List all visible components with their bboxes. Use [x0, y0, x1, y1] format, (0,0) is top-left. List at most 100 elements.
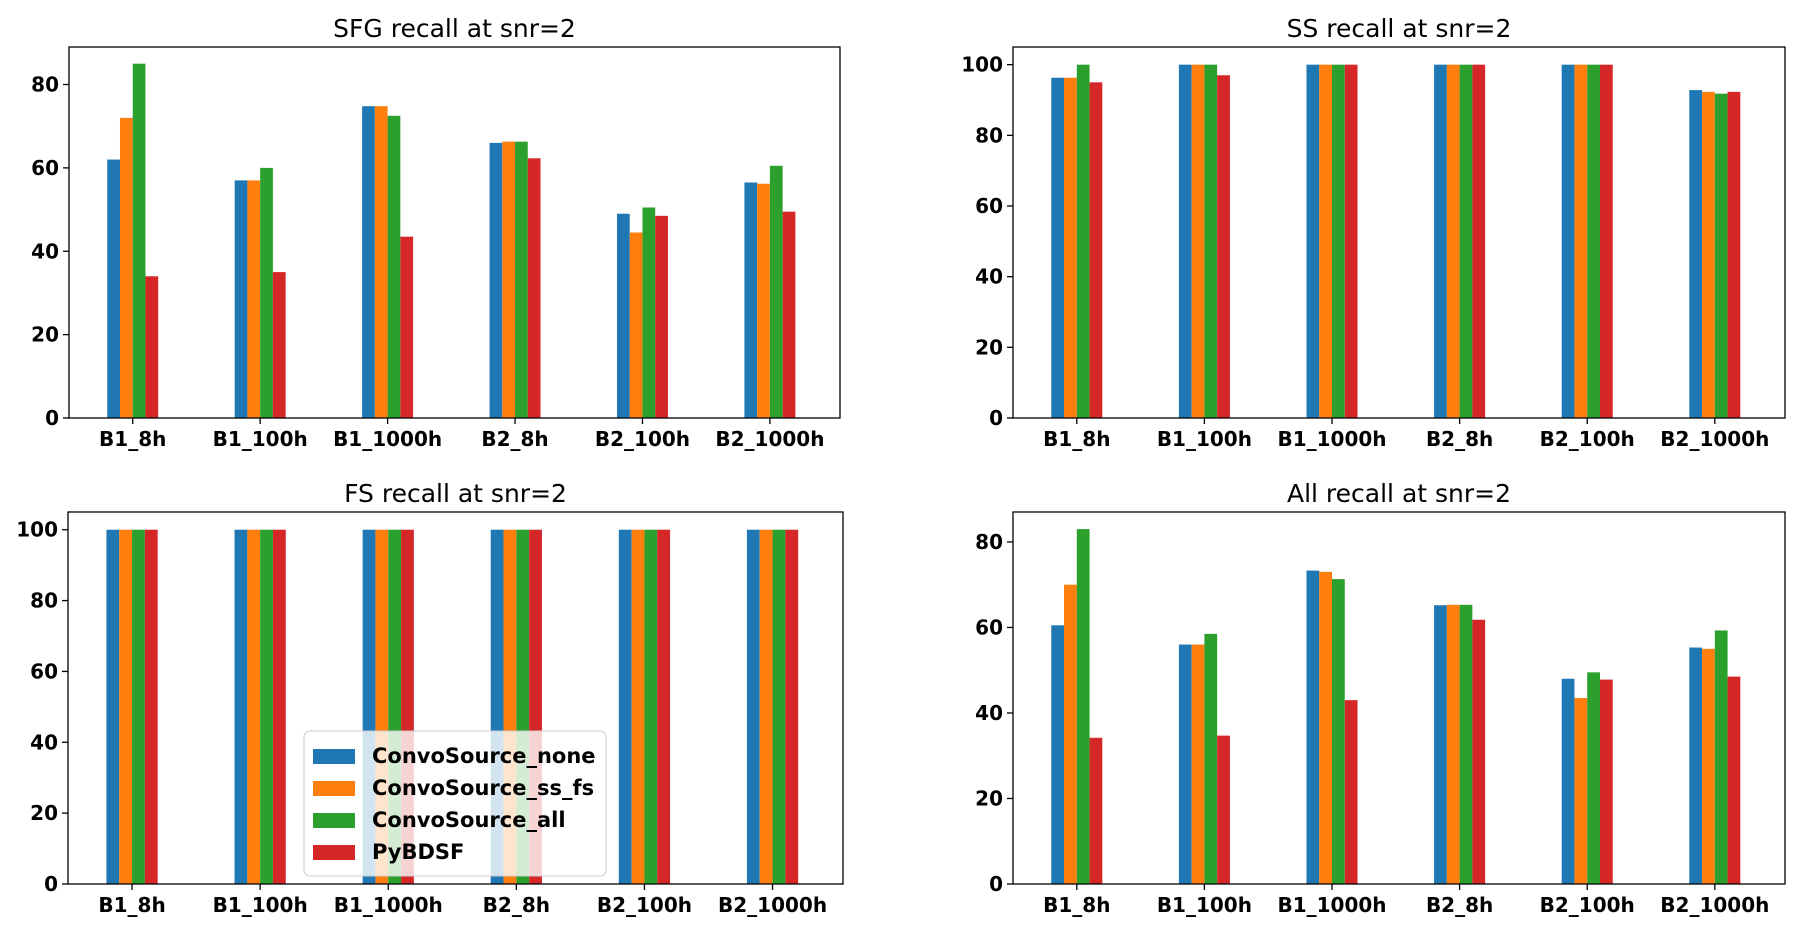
- bar-PyBDSF-B1_1000h: [1344, 700, 1358, 884]
- bar-ConvoSource_all-B2_100h: [644, 529, 658, 884]
- bar-ConvoSource_none-B2_1000h: [1689, 647, 1703, 884]
- bar-ConvoSource_all-B2_1000h: [769, 165, 783, 418]
- x-tick-label: B1_8h: [98, 893, 165, 917]
- bar-ConvoSource_none-B2_8h: [1434, 605, 1447, 884]
- bar-ConvoSource_none-B2_1000h: [744, 182, 758, 418]
- y-tick-label: 20: [975, 786, 1003, 810]
- bar-ConvoSource_all-B1_100h: [260, 167, 273, 418]
- bar-ConvoSource_none-B1_8h: [107, 159, 120, 419]
- legend-label-ConvoSource_all: ConvoSource_all: [372, 808, 566, 832]
- bar-PyBDSF-B2_1000h: [782, 211, 796, 418]
- bar-ConvoSource_ss_fs-B2_8h: [502, 141, 516, 418]
- bar-ConvoSource_ss_fs-B1_8h: [119, 529, 133, 884]
- x-tick-label: B1_100h: [213, 427, 308, 451]
- y-tick-label: 40: [975, 265, 1003, 289]
- bar-ConvoSource_ss_fs-B2_100h: [1574, 64, 1588, 419]
- bar-ConvoSource_all-B2_100h: [1587, 64, 1600, 419]
- bar-PyBDSF-B2_100h: [1599, 64, 1613, 419]
- y-tick-label: 60: [31, 156, 59, 180]
- bar-ConvoSource_none-B2_8h: [1434, 64, 1447, 419]
- bar-PyBDSF-B1_8h: [144, 529, 158, 884]
- chart-title: FS recall at snr=2: [344, 479, 567, 508]
- y-tick-label: 40: [975, 701, 1003, 725]
- bar-ConvoSource_ss_fs-B2_100h: [631, 529, 645, 884]
- chart-title: SS recall at snr=2: [1287, 14, 1512, 43]
- bar-ConvoSource_ss_fs-B2_8h: [1446, 604, 1460, 884]
- y-tick-label: 80: [975, 530, 1003, 554]
- legend-box: [303, 730, 607, 877]
- chart-panel-1: 0 20 40 60 80 B1_8h B1_100h B1_1000h B2_8h B2_100…: [31, 14, 841, 451]
- chart-panel-2: 0 20 40 60 80 100 B1_8h B1_100h B1_1000h B2_8h B2_…: [961, 14, 1786, 451]
- bar-ConvoSource_none-B1_1000h: [362, 106, 375, 418]
- axes-frame: [1012, 46, 1786, 419]
- bar-ConvoSource_ss_fs-B1_100h: [1191, 644, 1205, 884]
- bar-ConvoSource_all-B1_1000h: [1332, 64, 1345, 419]
- y-tick-label: 0: [989, 406, 1003, 430]
- y-tick-label: 100: [961, 53, 1003, 77]
- chart-panel-3: 0 20 40 60 80 100 B1_8h B1_100h B1_1000h B2_8h B2_…: [16, 479, 844, 917]
- bar-ConvoSource_ss_fs-B1_100h: [247, 180, 261, 418]
- bar-PyBDSF-B2_1000h: [1727, 676, 1741, 884]
- x-tick-label: B2_100h: [597, 893, 692, 917]
- bar-ConvoSource_ss_fs-B1_1000h: [374, 106, 388, 418]
- y-tick-label: 0: [989, 872, 1003, 896]
- x-tick-label: B1_1000h: [1277, 893, 1386, 917]
- x-tick-label: B2_1000h: [718, 893, 827, 917]
- bar-ConvoSource_none-B2_1000h: [746, 529, 760, 884]
- y-tick-label: 20: [31, 323, 59, 347]
- x-tick-label: B1_1000h: [334, 893, 443, 917]
- x-tick-label: B2_100h: [1540, 893, 1635, 917]
- x-tick-label: B2_100h: [595, 427, 690, 451]
- bar-ConvoSource_ss_fs-B2_8h: [1446, 64, 1460, 419]
- bar-ConvoSource_none-B1_100h: [234, 180, 248, 418]
- y-tick-label: 100: [16, 518, 58, 542]
- x-tick-label: B1_8h: [1043, 427, 1110, 451]
- legend-swatch-ConvoSource_ss_fs: [313, 781, 355, 796]
- chart-title: All recall at snr=2: [1287, 479, 1511, 508]
- bar-PyBDSF-B2_8h: [527, 158, 541, 419]
- bar-ConvoSource_all-B1_1000h: [387, 115, 401, 418]
- bar-ConvoSource_none-B2_1000h: [1689, 90, 1703, 419]
- bar-PyBDSF-B2_100h: [655, 215, 668, 418]
- bar-ConvoSource_all-B1_8h: [132, 529, 145, 884]
- bar-ConvoSource_none-B1_8h: [1051, 625, 1065, 884]
- bar-ConvoSource_ss_fs-B1_8h: [1064, 584, 1077, 884]
- bar-PyBDSF-B2_1000h: [1727, 91, 1741, 419]
- bar-ConvoSource_none-B1_100h: [1178, 64, 1192, 419]
- bar-ConvoSource_ss_fs-B1_8h: [1064, 77, 1077, 419]
- legend-label-ConvoSource_ss_fs: ConvoSource_ss_fs: [372, 776, 594, 800]
- x-tick-label: B2_8h: [481, 427, 548, 451]
- bar-ConvoSource_none-B1_8h: [106, 529, 120, 884]
- x-tick-label: B2_8h: [1426, 427, 1493, 451]
- x-tick-label: B2_1000h: [1660, 893, 1769, 917]
- bar-ConvoSource_ss_fs-B1_1000h: [1319, 64, 1333, 419]
- bar-PyBDSF-B1_100h: [272, 272, 286, 418]
- chart-title: SFG recall at snr=2: [333, 14, 576, 43]
- bar-ConvoSource_none-B1_1000h: [1306, 64, 1320, 419]
- x-tick-label: B1_1000h: [1277, 427, 1386, 451]
- bar-ConvoSource_none-B2_100h: [618, 529, 632, 884]
- bar-ConvoSource_ss_fs-B2_1000h: [1702, 91, 1715, 419]
- bar-ConvoSource_none-B1_1000h: [1306, 570, 1320, 884]
- bar-ConvoSource_all-B2_1000h: [1714, 93, 1728, 418]
- bar-ConvoSource_none-B1_100h: [1178, 644, 1192, 884]
- y-tick-label: 0: [44, 872, 58, 896]
- bar-ConvoSource_all-B2_1000h: [1714, 630, 1728, 884]
- axes-frame: [67, 511, 844, 885]
- bar-ConvoSource_ss_fs-B1_8h: [119, 117, 133, 419]
- bar-ConvoSource_ss_fs-B2_1000h: [757, 183, 770, 418]
- bar-PyBDSF-B2_100h: [1599, 679, 1613, 884]
- x-tick-label: B2_8h: [483, 893, 550, 917]
- bar-PyBDSF-B1_100h: [1217, 75, 1230, 419]
- bar-ConvoSource_none-B1_100h: [234, 529, 248, 884]
- bar-PyBDSF-B2_100h: [657, 529, 671, 884]
- bar-ConvoSource_ss_fs-B1_100h: [247, 529, 261, 884]
- bar-ConvoSource_all-B2_1000h: [772, 529, 786, 884]
- x-tick-label: B1_1000h: [333, 427, 442, 451]
- bar-PyBDSF-B2_1000h: [785, 529, 799, 884]
- chart-panel-4: 0 20 40 60 80 B1_8h B1_100h B1_1000h B2_8h B2_100…: [975, 479, 1786, 917]
- y-tick-label: 0: [45, 406, 59, 430]
- y-tick-label: 80: [30, 589, 58, 613]
- y-tick-label: 20: [30, 801, 58, 825]
